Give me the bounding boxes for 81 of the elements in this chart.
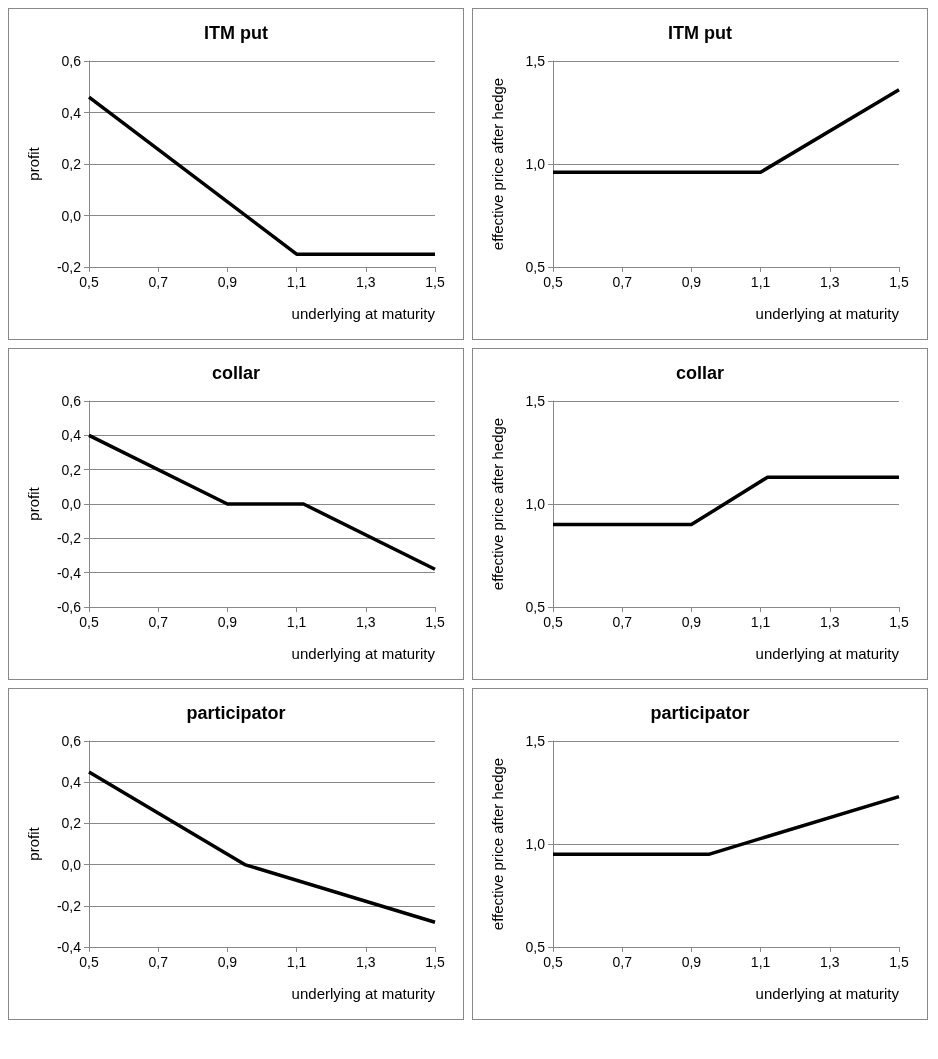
x-tick-label: 0,7 <box>612 954 633 970</box>
x-tick-label: 0,9 <box>681 954 702 970</box>
chart-title: participator <box>186 703 286 723</box>
x-tick-label: 0,5 <box>543 954 563 970</box>
y-tick-label: 0,5 <box>525 599 546 615</box>
y-tick-label: 0,2 <box>61 815 82 832</box>
x-tick-label: 1,1 <box>286 274 307 290</box>
y-tick-label: 1,0 <box>525 156 546 172</box>
chart-title: participator <box>650 703 750 723</box>
chart-title: ITM put <box>204 23 268 43</box>
chart-title: collar <box>675 363 725 383</box>
x-axis-title: underlying at maturity <box>291 305 436 322</box>
y-tick-label: -0,2 <box>56 259 82 275</box>
y-tick-label: -0,4 <box>56 564 82 581</box>
y-tick-label: 0,2 <box>61 156 82 172</box>
x-tick-label: 1,1 <box>750 614 771 630</box>
x-axis-title: underlying at maturity <box>755 645 900 662</box>
x-tick-label: 0,9 <box>217 954 238 970</box>
chart-title: collar <box>211 363 261 383</box>
x-tick-label: 1,3 <box>356 954 376 970</box>
x-tick-label: 1,1 <box>286 614 307 630</box>
x-tick-label: 1,5 <box>425 614 445 630</box>
y-tick-label: 1,5 <box>525 393 546 409</box>
x-tick-label: 1,1 <box>750 954 771 970</box>
y-tick-label: -0,4 <box>56 939 82 955</box>
x-tick-label: 1,3 <box>356 274 376 290</box>
y-axis-title: profit <box>25 146 42 181</box>
x-axis-title: underlying at maturity <box>291 985 436 1002</box>
x-tick-label: 0,5 <box>79 274 99 290</box>
x-tick-label: 1,5 <box>425 954 445 970</box>
y-tick-label: 0,0 <box>61 856 82 873</box>
y-axis-title: profit <box>25 486 42 521</box>
x-tick-label: 0,9 <box>681 274 702 290</box>
y-tick-label: -0,6 <box>56 599 82 615</box>
y-tick-label: 0,0 <box>61 207 82 224</box>
x-tick-label: 1,1 <box>750 274 771 290</box>
x-tick-label: 0,7 <box>612 274 633 290</box>
y-tick-label: 0,5 <box>525 939 546 955</box>
x-tick-label: 1,1 <box>286 954 307 970</box>
x-tick-label: 0,9 <box>217 274 238 290</box>
x-tick-label: 1,5 <box>889 614 909 630</box>
y-tick-label: 1,0 <box>525 496 546 512</box>
x-tick-label: 1,5 <box>889 954 909 970</box>
y-tick-label: 0,5 <box>525 259 546 275</box>
x-tick-label: 0,7 <box>148 614 169 630</box>
y-axis-title: profit <box>25 826 42 861</box>
x-tick-label: 0,7 <box>148 954 169 970</box>
y-tick-label: 0,6 <box>61 53 82 69</box>
x-tick-label: 1,5 <box>425 274 445 290</box>
y-tick-label: 0,4 <box>61 427 82 444</box>
y-tick-label: 1,5 <box>525 733 546 749</box>
x-tick-label: 0,5 <box>543 614 563 630</box>
y-tick-label: -0,2 <box>56 897 82 914</box>
x-tick-label: 1,3 <box>820 274 840 290</box>
y-tick-label: 1,5 <box>525 53 546 69</box>
x-tick-label: 0,5 <box>79 954 99 970</box>
y-tick-label: 1,0 <box>525 836 546 852</box>
chart-title: ITM put <box>668 23 732 43</box>
x-tick-label: 0,7 <box>612 614 633 630</box>
y-tick-label: 0,0 <box>61 496 82 512</box>
y-tick-label: 0,4 <box>61 774 82 791</box>
y-tick-label: -0,2 <box>56 530 82 547</box>
y-tick-label: 0,6 <box>61 393 82 409</box>
y-tick-label: 0,6 <box>61 733 82 749</box>
y-axis-title: effective price after hedge <box>489 757 506 931</box>
x-tick-label: 1,3 <box>356 614 376 630</box>
x-axis-title: underlying at maturity <box>755 305 900 322</box>
x-tick-label: 0,7 <box>148 274 169 290</box>
x-tick-label: 1,3 <box>820 954 840 970</box>
y-tick-label: 0,4 <box>61 104 82 121</box>
y-axis-title: effective price after hedge <box>489 417 506 591</box>
x-tick-label: 1,5 <box>889 274 909 290</box>
x-tick-label: 0,5 <box>543 274 563 290</box>
y-axis-title: effective price after hedge <box>489 77 506 251</box>
x-axis-title: underlying at maturity <box>755 985 900 1002</box>
y-tick-label: 0,2 <box>61 461 82 478</box>
x-axis-title: underlying at maturity <box>291 645 436 662</box>
x-tick-label: 0,9 <box>217 614 238 630</box>
x-tick-label: 0,5 <box>79 614 99 630</box>
x-tick-label: 0,9 <box>681 614 702 630</box>
x-tick-label: 1,3 <box>820 614 840 630</box>
